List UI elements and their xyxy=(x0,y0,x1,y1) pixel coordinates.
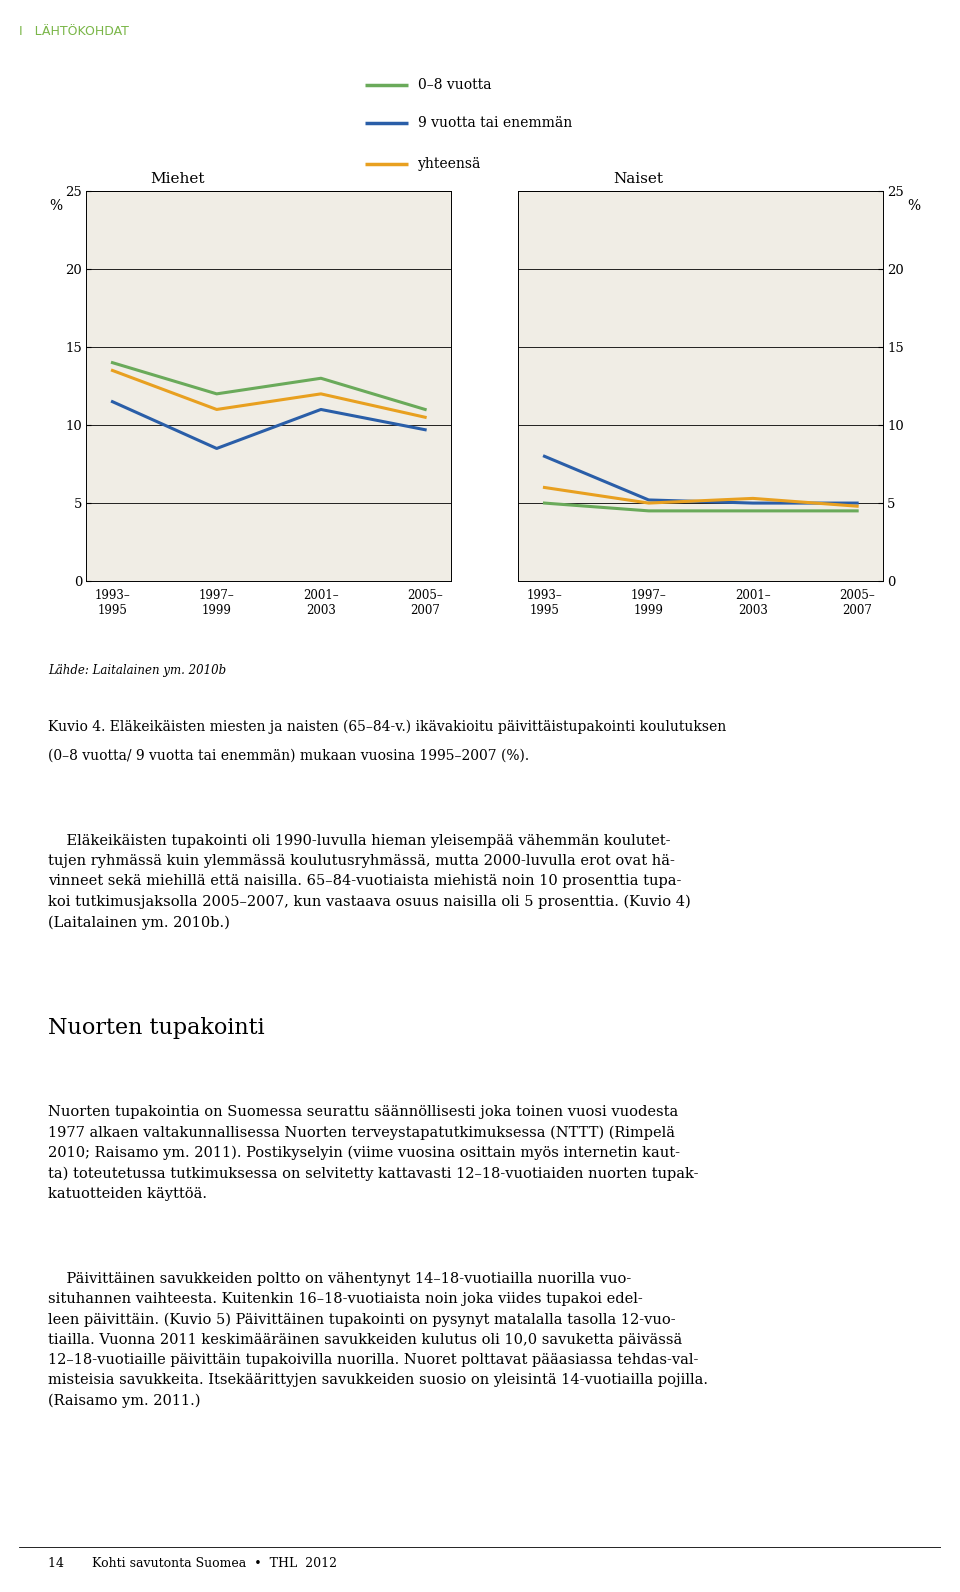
Text: 0–8 vuotta: 0–8 vuotta xyxy=(418,78,492,92)
Text: I   LÄHTÖKOHDAT: I LÄHTÖKOHDAT xyxy=(19,25,129,38)
Text: 9 vuotta tai enemmän: 9 vuotta tai enemmän xyxy=(418,116,572,131)
Text: 2005–
2007: 2005– 2007 xyxy=(407,589,443,618)
Text: Päivittäinen savukkeiden poltto on vähentynyt 14–18-vuotiailla nuorilla vuo-
sit: Päivittäinen savukkeiden poltto on vähen… xyxy=(48,1272,708,1407)
Text: Kuvio 4. Eläkeikäisten miesten ja naisten (65–84-v.) ikävakioitu päivittäistupak: Kuvio 4. Eläkeikäisten miesten ja naiste… xyxy=(48,720,727,734)
Text: 1997–
1999: 1997– 1999 xyxy=(199,589,234,618)
Text: 1993–
1995: 1993– 1995 xyxy=(95,589,131,618)
Text: 1993–
1995: 1993– 1995 xyxy=(527,589,563,618)
Text: 2005–
2007: 2005– 2007 xyxy=(839,589,875,618)
Text: %: % xyxy=(907,199,921,213)
Text: 2001–
2003: 2001– 2003 xyxy=(303,589,339,618)
Text: Miehet: Miehet xyxy=(151,172,204,186)
Text: Nuorten tupakointi: Nuorten tupakointi xyxy=(48,1017,265,1040)
Text: 1997–
1999: 1997– 1999 xyxy=(631,589,666,618)
Text: 14       Kohti savutonta Suomea  •  THL  2012: 14 Kohti savutonta Suomea • THL 2012 xyxy=(48,1557,337,1570)
Text: 2001–
2003: 2001– 2003 xyxy=(735,589,771,618)
Text: %: % xyxy=(49,199,62,213)
Text: Naiset: Naiset xyxy=(613,172,663,186)
Text: Nuorten tupakointia on Suomessa seurattu säännöllisesti joka toinen vuosi vuodes: Nuorten tupakointia on Suomessa seurattu… xyxy=(48,1105,699,1200)
Text: Lähde: Laitalainen ym. 2010b: Lähde: Laitalainen ym. 2010b xyxy=(48,664,227,677)
Text: Eläkeikäisten tupakointi oli 1990-luvulla hieman yleisempää vähemmän koulutet-
t: Eläkeikäisten tupakointi oli 1990-luvull… xyxy=(48,834,691,930)
Text: yhteensä: yhteensä xyxy=(418,158,481,170)
Text: (0–8 vuotta/ 9 vuotta tai enemmän) mukaan vuosina 1995–2007 (%).: (0–8 vuotta/ 9 vuotta tai enemmän) mukaa… xyxy=(48,748,529,763)
